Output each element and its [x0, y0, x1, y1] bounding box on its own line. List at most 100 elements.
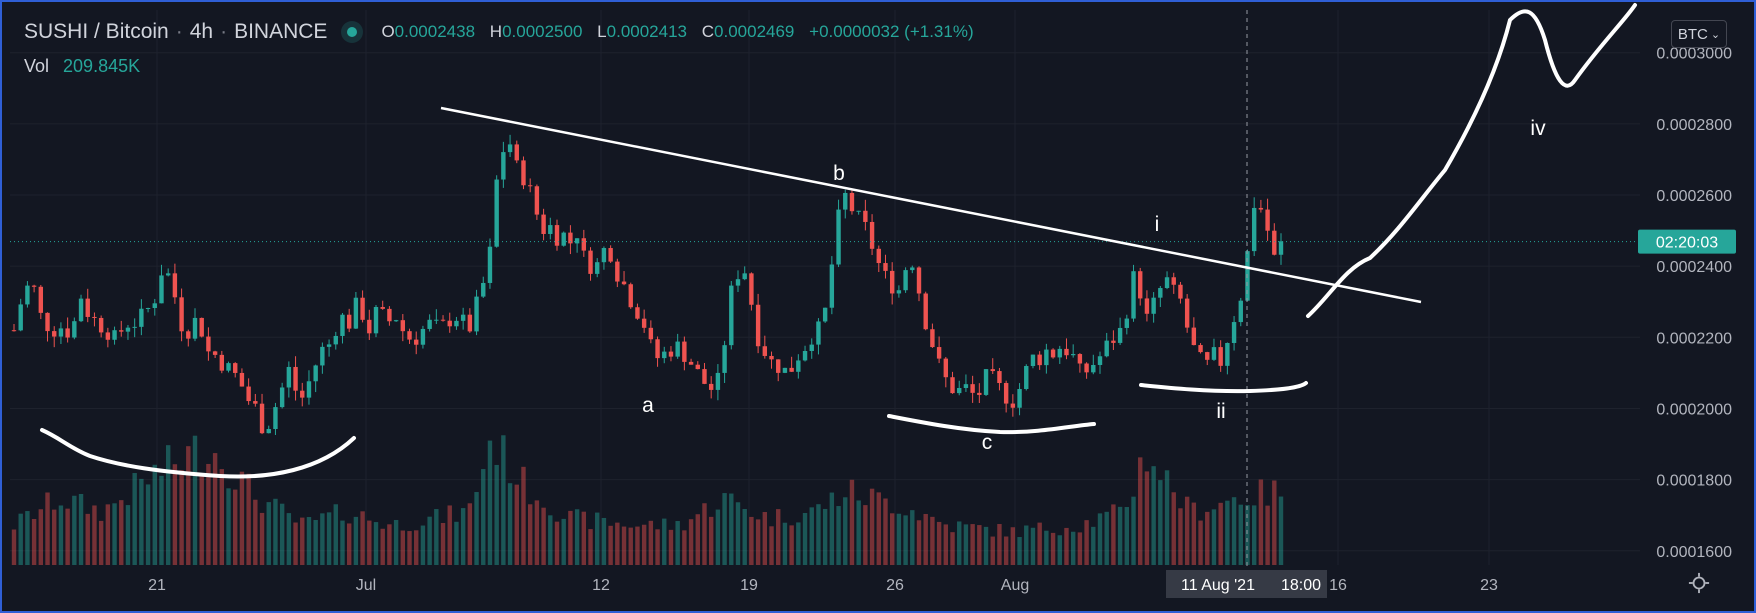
volume-bar: [226, 488, 231, 565]
volume-bar: [1044, 530, 1049, 565]
volume-bar: [45, 492, 50, 565]
volume-bar: [1057, 535, 1062, 565]
candle-body: [769, 355, 774, 360]
time-tick-label: Aug: [1001, 577, 1029, 594]
crosshair-date-label: 11 Aug '21: [1181, 577, 1255, 594]
candle-body: [843, 192, 848, 210]
volume-bar: [876, 492, 881, 565]
chevron-down-icon: ⌄: [1710, 28, 1721, 41]
candle-body: [65, 328, 70, 338]
volume-bar: [179, 470, 184, 565]
candle-body: [896, 290, 902, 294]
volume-bar: [481, 469, 486, 565]
symbol-name[interactable]: SUSHI / Bitcoin: [24, 20, 169, 43]
candle-body: [1111, 340, 1116, 343]
volume-bar: [1030, 527, 1036, 565]
volume-bar: [206, 463, 211, 565]
open-value: 0.0002438: [394, 22, 476, 41]
trendline[interactable]: [440, 106, 1422, 304]
volume-bar: [346, 523, 352, 565]
candle-body: [963, 384, 969, 389]
volume-bar: [72, 495, 77, 565]
candle-body: [165, 273, 171, 276]
volume-bar: [159, 475, 164, 565]
candle-body: [1131, 271, 1136, 319]
candle-body: [212, 351, 218, 355]
volume-bar: [286, 513, 292, 565]
volume-bar: [936, 521, 942, 565]
candle-body: [72, 321, 77, 338]
candle-body: [675, 341, 680, 357]
volume-bar: [427, 516, 432, 565]
volume-bar: [574, 509, 580, 565]
interval-label[interactable]: 4h: [189, 20, 214, 43]
candle-body: [1097, 356, 1103, 365]
currency-button[interactable]: BTC ⌄: [1671, 20, 1727, 48]
volume-bar: [340, 520, 345, 565]
candle-body: [1278, 241, 1284, 255]
volume-bar: [849, 479, 855, 565]
volume-legend[interactable]: Vol 209.845K: [24, 56, 140, 77]
candle-body: [31, 285, 37, 287]
volume-bar: [1158, 480, 1163, 565]
wave-label-c: c: [982, 431, 993, 454]
volume-bar: [139, 478, 144, 565]
candle-body: [1265, 209, 1270, 231]
candle-body: [1064, 348, 1069, 356]
candle-body: [1171, 277, 1176, 285]
candle-body: [1258, 207, 1264, 210]
gear-icon[interactable]: [1688, 572, 1710, 594]
volume-bar: [863, 505, 868, 565]
candle-body: [440, 319, 446, 321]
candle-body: [1010, 403, 1016, 408]
candle-body: [983, 369, 989, 395]
volume-bar: [1138, 457, 1143, 565]
high-key: H: [489, 22, 503, 41]
volume-bar: [273, 498, 278, 565]
rounded-bottom-middle: [887, 414, 1096, 435]
volume-bar: [568, 510, 573, 565]
candle-body: [1272, 230, 1277, 255]
volume-bar: [856, 500, 861, 565]
volume-bar: [1003, 536, 1009, 565]
volume-bar: [601, 517, 607, 565]
candle-body: [957, 388, 962, 394]
candle-body: [950, 377, 955, 394]
candle-body: [574, 238, 580, 244]
candle-body: [883, 263, 888, 271]
time-axis[interactable]: 21 Jul 12 19 26 Aug 16 23: [148, 577, 1498, 594]
volume-bar: [380, 528, 385, 565]
volume-bar: [789, 525, 794, 565]
candle-body: [621, 281, 627, 285]
volume-bar: [722, 493, 727, 565]
wave-label-a: a: [642, 394, 654, 417]
candle-body: [1003, 383, 1009, 404]
volume-bar: [266, 502, 271, 565]
price-tick-label: 0.0003000: [1656, 46, 1732, 63]
volume-bar: [1231, 497, 1237, 565]
volume-bar: [983, 526, 989, 565]
volume-bar: [997, 524, 1002, 565]
symbol-legend[interactable]: SUSHI / Bitcoin · 4h · BINANCE O0.000243…: [24, 20, 984, 44]
volume-bar: [822, 508, 828, 565]
volume-bar: [1017, 537, 1022, 565]
candle-body: [601, 248, 607, 263]
candle-body: [353, 297, 359, 329]
candle-body: [52, 331, 57, 337]
volume-bar: [1104, 511, 1109, 565]
volume-bar: [608, 525, 613, 565]
candle-body: [548, 225, 553, 234]
candle-body: [1231, 322, 1237, 343]
time-tick-label: 23: [1480, 577, 1498, 594]
candle-body: [293, 366, 298, 391]
volume-bar: [186, 446, 191, 565]
volume-bar: [353, 516, 359, 565]
volume-bar: [25, 511, 30, 565]
volume-bar: [957, 521, 962, 565]
price-axis[interactable]: 0.0001600 0.0001800 0.0002000 0.0002200 0.00…: [1656, 46, 1732, 561]
candle-body: [18, 304, 23, 331]
time-tick-label: 12: [592, 577, 610, 594]
volume-bar: [816, 504, 821, 565]
volume-bar: [367, 520, 372, 565]
